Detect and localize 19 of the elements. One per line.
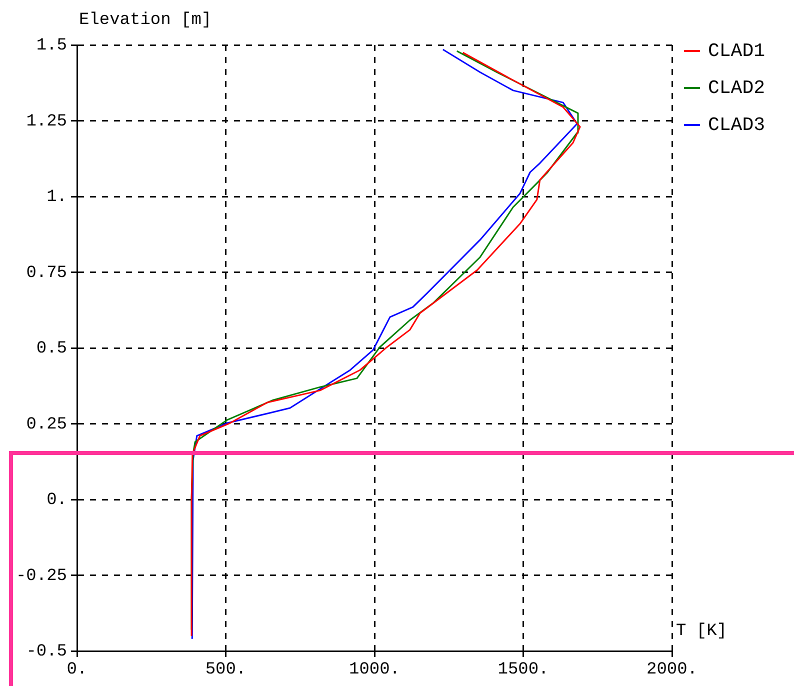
- y-tick-label: 1.25: [26, 112, 67, 132]
- y-tick-label: -0.25: [16, 566, 67, 586]
- x-tick-label: 1500.: [498, 660, 549, 680]
- legend-label: CLAD1: [708, 40, 766, 62]
- y-tick-label: 0.75: [26, 264, 67, 283]
- x-tick-label: 500.: [205, 660, 246, 680]
- y-axis-title: Elevation [m]: [79, 11, 212, 30]
- x-tick-label: 1000.: [348, 660, 400, 680]
- y-tick-label: 1.: [46, 188, 67, 207]
- legend-label: CLAD2: [708, 77, 766, 99]
- legend-label: CLAD3: [708, 114, 766, 136]
- y-tick-label: 0.25: [26, 415, 67, 434]
- y-tick-label: -0.5: [26, 642, 67, 662]
- y-tick-label: 0.: [46, 491, 67, 510]
- x-axis-title: T [K]: [676, 622, 728, 641]
- y-tick-label: 0.5: [36, 340, 67, 358]
- x-tick-label: 2000.: [646, 660, 698, 680]
- x-tick-label: 0.: [66, 660, 88, 680]
- y-tick-label: 1.5: [36, 36, 67, 56]
